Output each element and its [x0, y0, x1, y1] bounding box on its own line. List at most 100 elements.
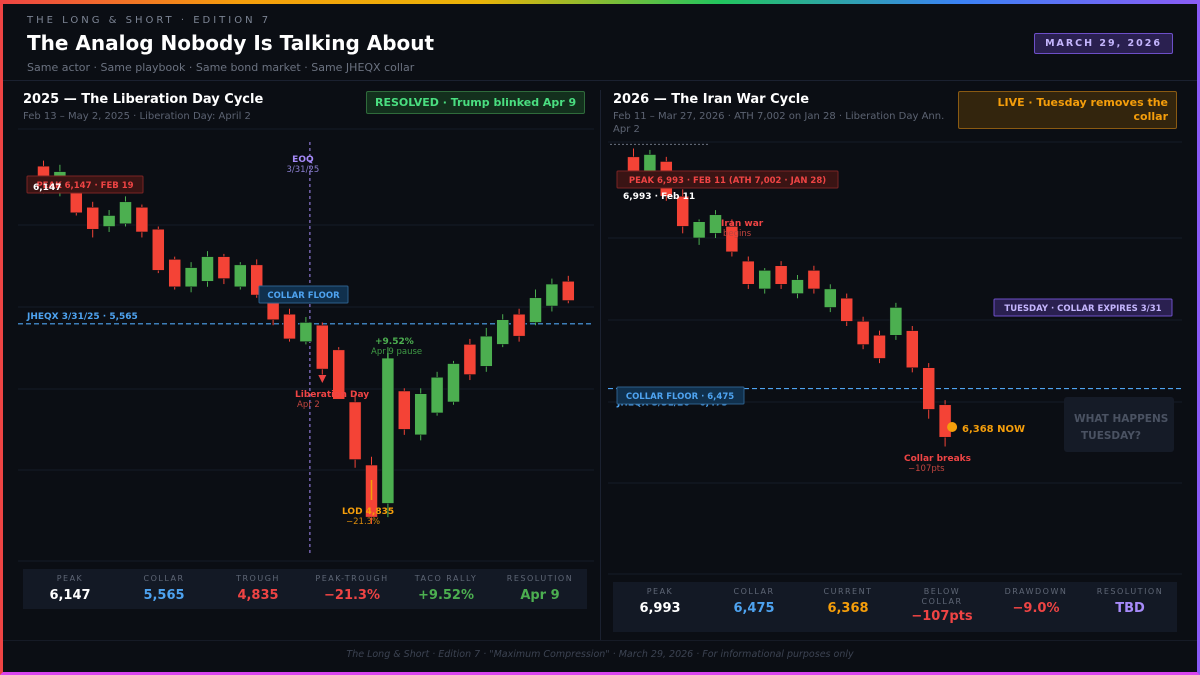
collar-breaks-sub: −107pts	[908, 464, 945, 474]
bearish-candle	[856, 321, 870, 345]
stat-label: TACO RALLY	[414, 574, 478, 583]
stat-label: TROUGH	[236, 574, 280, 583]
bearish-candle	[135, 207, 149, 233]
bearish-candle	[922, 367, 935, 410]
left-panel-title: 2025 — The Liberation Day Cycle	[23, 92, 264, 107]
stat-value: 6,147	[49, 588, 91, 603]
date-badge: MARCH 29, 2026	[1034, 33, 1173, 54]
collar-floor-tag-text: COLLAR FLOOR · 6,475	[626, 392, 734, 402]
stat-value: TBD	[1115, 601, 1145, 616]
bearish-candle	[316, 324, 329, 370]
stat-taco-rally: TACO RALLY +9.52%	[399, 569, 493, 609]
stat-label: COLLAR	[733, 587, 775, 596]
what-happens-line-2: TUESDAY?	[1081, 430, 1141, 442]
rally-label: +9.52%	[375, 337, 414, 347]
bullish-candle	[791, 279, 804, 294]
edition-kicker: THE LONG & SHORT · EDITION 7	[27, 15, 272, 26]
bullish-candle	[381, 357, 395, 504]
bullish-candle	[529, 297, 542, 323]
bullish-candle	[496, 319, 509, 345]
rally-date: Apr 9 pause	[371, 347, 422, 357]
stat-label: PEAK	[646, 587, 674, 596]
peak-tag-text: PEAK 6,993 · FEB 11 (ATH 7,002 · JAN 28)	[629, 176, 826, 186]
stat-peak-trough: PEAK-TROUGH −21.3%	[305, 569, 399, 609]
resolved-badge: RESOLVED · Trump blinked Apr 9	[366, 91, 586, 114]
bearish-candle	[86, 207, 99, 230]
bullish-candle	[889, 307, 903, 336]
collar-value-label: JHEQX 3/31/25 · 5,565	[26, 312, 138, 322]
current-price-label: 6,368 NOW	[962, 424, 1025, 435]
stat-label: RESOLUTION	[1096, 587, 1164, 596]
right-candlestick-chart: JHEQX 3/31/26 · 6,475COLLAR FLOOR · 6,47…	[608, 141, 1182, 575]
bearish-candle	[217, 256, 231, 279]
bearish-candle	[873, 335, 886, 359]
stat-value: −9.0%	[1012, 601, 1060, 616]
stat-label: CURRENT	[823, 587, 873, 596]
bearish-candle	[725, 226, 739, 253]
footer-disclaimer: The Long & Short · Edition 7 · "Maximum …	[346, 649, 854, 660]
stat-value: Apr 9	[520, 588, 560, 603]
bearish-candle	[742, 260, 755, 285]
liberation-day-marker	[318, 375, 327, 383]
bullish-candle	[824, 288, 837, 308]
bullish-candle	[545, 283, 559, 307]
page-header: THE LONG & SHORT · EDITION 7 The Analog …	[27, 15, 434, 74]
stat-peak: PEAK 6,993	[613, 582, 707, 632]
footer-divider	[3, 640, 1197, 641]
stat-resolution: RESOLUTION Apr 9	[493, 569, 587, 609]
bearish-candle	[906, 330, 919, 368]
stat-value: 6,368	[827, 601, 869, 616]
bearish-candle	[152, 228, 165, 271]
bearish-candle	[807, 270, 821, 290]
bullish-candle	[692, 221, 706, 239]
bearish-candle	[774, 265, 788, 285]
bullish-candle	[184, 267, 198, 288]
bullish-candle	[430, 377, 444, 414]
peak-value-label: 6,993 · Feb 11	[623, 192, 695, 202]
iran-war-sub: begins	[723, 229, 752, 239]
peak-tag	[616, 170, 839, 189]
liberation-day-date: Apr 2	[297, 400, 320, 410]
bullish-candle	[299, 322, 313, 342]
what-happens-line-1: WHAT HAPPENS	[1074, 413, 1168, 425]
stat-collar: COLLAR 6,475	[707, 582, 801, 632]
bearish-candle	[840, 297, 853, 322]
page-title: The Analog Nobody Is Talking About	[27, 31, 435, 55]
page-subtitle: Same actor · Same playbook · Same bond m…	[27, 61, 415, 74]
current-price-dot	[947, 422, 958, 432]
bearish-candle	[463, 344, 477, 375]
peak-value-label: 6,147	[33, 183, 61, 193]
collar-floor-tag-text: COLLAR FLOOR	[267, 291, 340, 301]
stat-below-collar: BELOW COLLAR −107pts	[895, 582, 989, 632]
bearish-candle	[348, 401, 362, 460]
collar-breaks-label: Collar breaks	[904, 454, 971, 464]
liberation-day-label: Liberation Day	[295, 390, 369, 400]
bullish-candle	[447, 363, 460, 403]
stat-value: −107pts	[911, 609, 973, 624]
peak-tag	[26, 175, 144, 194]
bullish-candle	[414, 393, 427, 436]
stat-resolution: RESOLUTION TBD	[1083, 582, 1177, 632]
what-happens-box	[1064, 397, 1174, 452]
bearish-candle	[283, 313, 296, 340]
bearish-candle	[676, 195, 689, 227]
bullish-candle	[119, 201, 132, 224]
stat-label: COLLAR	[143, 574, 185, 583]
left-stats-row: PEAK 6,147 COLLAR 5,565 TROUGH 4,835 PEAK-TROU…	[23, 569, 587, 609]
panel-divider	[600, 90, 601, 640]
tuesday-tag	[993, 298, 1173, 317]
stat-label: BELOW COLLAR	[921, 587, 963, 606]
bullish-candle	[709, 214, 722, 234]
right-panel-subtitle-2: Apr 2	[613, 124, 640, 135]
bullish-candle	[102, 215, 116, 227]
header-divider	[3, 80, 1197, 81]
stat-collar: COLLAR 5,565	[117, 569, 211, 609]
bearish-candle	[562, 281, 575, 301]
stat-label: RESOLUTION	[506, 574, 574, 583]
bearish-candle	[332, 349, 345, 400]
collar-floor-tag	[258, 285, 349, 304]
rainbow-top-bar	[0, 0, 1200, 4]
right-stats-row: PEAK 6,993 COLLAR 6,475 CURRENT 6,368 BELOW CO…	[613, 582, 1177, 632]
stat-label: PEAK	[56, 574, 84, 583]
